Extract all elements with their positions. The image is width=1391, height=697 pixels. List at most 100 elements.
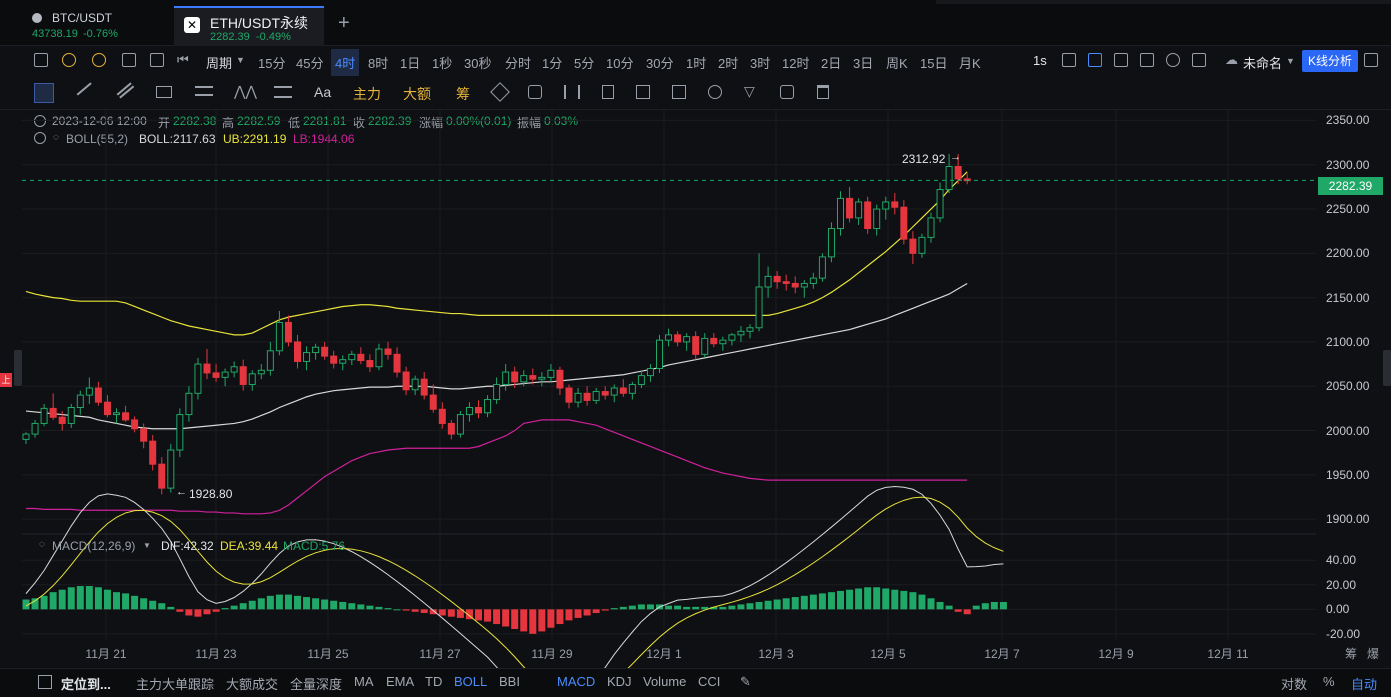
brush-icon[interactable] xyxy=(528,85,542,99)
candle-body xyxy=(375,348,383,368)
interval-5m[interactable]: 5分 xyxy=(574,56,595,71)
bell-icon[interactable]: ◌ xyxy=(39,539,45,550)
collapse-icon[interactable] xyxy=(34,132,46,144)
percent-toggle[interactable]: % xyxy=(1323,674,1335,689)
text-tool[interactable]: Aa xyxy=(314,84,332,100)
period-label[interactable]: 周期 xyxy=(206,56,233,71)
drawing-toolbar xyxy=(0,78,1391,110)
interval-1h[interactable]: 1时 xyxy=(686,56,707,71)
log-scale-toggle[interactable]: 对数 xyxy=(1281,677,1308,692)
interval-2h[interactable]: 2时 xyxy=(718,56,739,71)
interval-10m[interactable]: 10分 xyxy=(606,56,634,71)
indicator-depth[interactable]: 全量深度 xyxy=(290,677,343,692)
sync-icon[interactable] xyxy=(780,85,794,99)
indicator-big-volume[interactable]: 大额成交 xyxy=(226,677,279,692)
add-tab-icon[interactable]: + xyxy=(338,12,350,34)
interval-1m[interactable]: 1分 xyxy=(542,56,563,71)
clock-icon[interactable] xyxy=(62,53,76,67)
chip-toggle[interactable]: 筹 xyxy=(1345,647,1358,661)
candle-body xyxy=(791,282,799,288)
chip-button[interactable]: 筹 xyxy=(456,86,470,102)
gear-icon[interactable] xyxy=(1166,53,1180,67)
fib-icon[interactable] xyxy=(195,86,213,96)
candle-body xyxy=(764,275,772,288)
kline-analysis-button[interactable]: K线分析 xyxy=(1302,50,1359,72)
interval-3d[interactable]: 3日 xyxy=(853,56,874,71)
layout-icon[interactable] xyxy=(150,53,164,67)
trash-icon[interactable] xyxy=(817,85,829,99)
measure-icon[interactable] xyxy=(274,86,292,98)
indicator-icon[interactable] xyxy=(1140,53,1154,67)
edit-indicators-icon[interactable]: ✎ xyxy=(740,674,751,689)
collapse-icon[interactable] xyxy=(34,115,46,127)
interval-8h[interactable]: 8时 xyxy=(368,56,389,71)
side-badge[interactable]: 上 xyxy=(0,373,12,387)
interval-weekly[interactable]: 周K xyxy=(886,56,908,71)
cloud-icon[interactable]: ☁ xyxy=(1225,52,1238,67)
layout-name[interactable]: 未命名 xyxy=(1243,56,1283,71)
low-value: 2281.81 xyxy=(303,114,347,128)
indicator-macd[interactable]: MACD xyxy=(557,674,596,689)
interval-12h[interactable]: 12时 xyxy=(782,56,810,71)
note-icon[interactable] xyxy=(672,85,686,99)
explode-toggle[interactable]: 爆 xyxy=(1367,647,1380,661)
magnet-icon[interactable] xyxy=(708,85,722,99)
interval-15m[interactable]: 15分 xyxy=(258,56,286,71)
auto-scale-toggle[interactable]: 自动 xyxy=(1351,677,1378,692)
interval-1s[interactable]: 1秒 xyxy=(432,56,453,71)
filter-icon[interactable]: ▽ xyxy=(744,83,755,99)
indicator-volume[interactable]: Volume xyxy=(643,674,687,689)
chevron-down-icon[interactable]: ▼ xyxy=(143,541,151,550)
tab-eth[interactable]: ✕ ETH/USDT永续 2282.39 -0.49% xyxy=(174,6,324,46)
price-axis[interactable]: 2350.00 2300.00 2250.00 2200.00 2150.00 2100.… xyxy=(1318,110,1391,668)
left-panel-handle[interactable] xyxy=(14,350,22,386)
interval-timeshare[interactable]: 分时 xyxy=(505,56,532,71)
interval-45m[interactable]: 45分 xyxy=(296,56,324,71)
tab-btc[interactable]: BTC/USDT 43738.19 -0.76% xyxy=(20,6,170,46)
interval-15d[interactable]: 15日 xyxy=(920,56,948,71)
indicator-cci[interactable]: CCI xyxy=(698,674,721,689)
calendar-icon[interactable] xyxy=(122,53,136,67)
panel-icon[interactable] xyxy=(1364,53,1378,67)
pencil-icon[interactable] xyxy=(1088,53,1102,67)
refresh-rate[interactable]: 1s xyxy=(1033,53,1047,68)
macd-bar xyxy=(67,587,75,610)
candle-body xyxy=(103,401,111,416)
interval-30m[interactable]: 30分 xyxy=(646,56,674,71)
big-amount-button[interactable]: 大额 xyxy=(403,86,431,102)
indicator-kdj[interactable]: KDJ xyxy=(607,674,632,689)
lightning-icon[interactable] xyxy=(92,53,106,67)
right-panel-handle[interactable] xyxy=(1383,350,1391,386)
interval-2d[interactable]: 2日 xyxy=(821,56,842,71)
copy-icon[interactable] xyxy=(636,85,650,99)
indicator-td[interactable]: TD xyxy=(425,674,443,689)
indicator-ma[interactable]: MA xyxy=(354,674,374,689)
crosshair-icon[interactable] xyxy=(34,83,54,103)
indicator-boll[interactable]: BOLL xyxy=(454,674,488,689)
interval-4h[interactable]: 4时 xyxy=(331,49,360,76)
macd-bar xyxy=(429,609,437,615)
calendar-icon[interactable] xyxy=(38,675,52,689)
rectangle-icon[interactable] xyxy=(156,86,172,98)
rewind-icon[interactable]: ⏮ xyxy=(177,52,189,67)
chart-type-icon[interactable] xyxy=(34,53,48,67)
main-force-button[interactable]: 主力 xyxy=(353,86,381,102)
price-chart[interactable]: 11月 21 11月 23 11月 25 11月 27 11月 29 12月 1 12月 3… xyxy=(22,110,1316,668)
indicator-bbi[interactable]: BBI xyxy=(499,674,520,689)
interval-monthly[interactable]: 月K xyxy=(959,56,981,71)
comment-icon[interactable] xyxy=(1114,53,1128,67)
locate-button[interactable]: 定位到... xyxy=(61,677,111,692)
tab-btc-change: -0.76% xyxy=(83,28,118,40)
interval-3h[interactable]: 3时 xyxy=(750,56,771,71)
interval-1d[interactable]: 1日 xyxy=(400,56,421,71)
candles-icon[interactable] xyxy=(564,85,580,99)
indicator-ema[interactable]: EMA xyxy=(386,674,415,689)
candle-body xyxy=(438,408,446,424)
interval-30s[interactable]: 30秒 xyxy=(464,56,492,71)
lock-icon[interactable] xyxy=(602,85,614,99)
fullscreen-icon[interactable] xyxy=(1192,53,1206,67)
indicator-main-force-tracking[interactable]: 主力大单跟踪 xyxy=(136,677,215,692)
pattern-icon[interactable]: ⋀⋀ xyxy=(234,83,257,99)
camera-icon[interactable] xyxy=(1062,53,1076,67)
bell-icon[interactable]: ◌ xyxy=(53,132,59,143)
